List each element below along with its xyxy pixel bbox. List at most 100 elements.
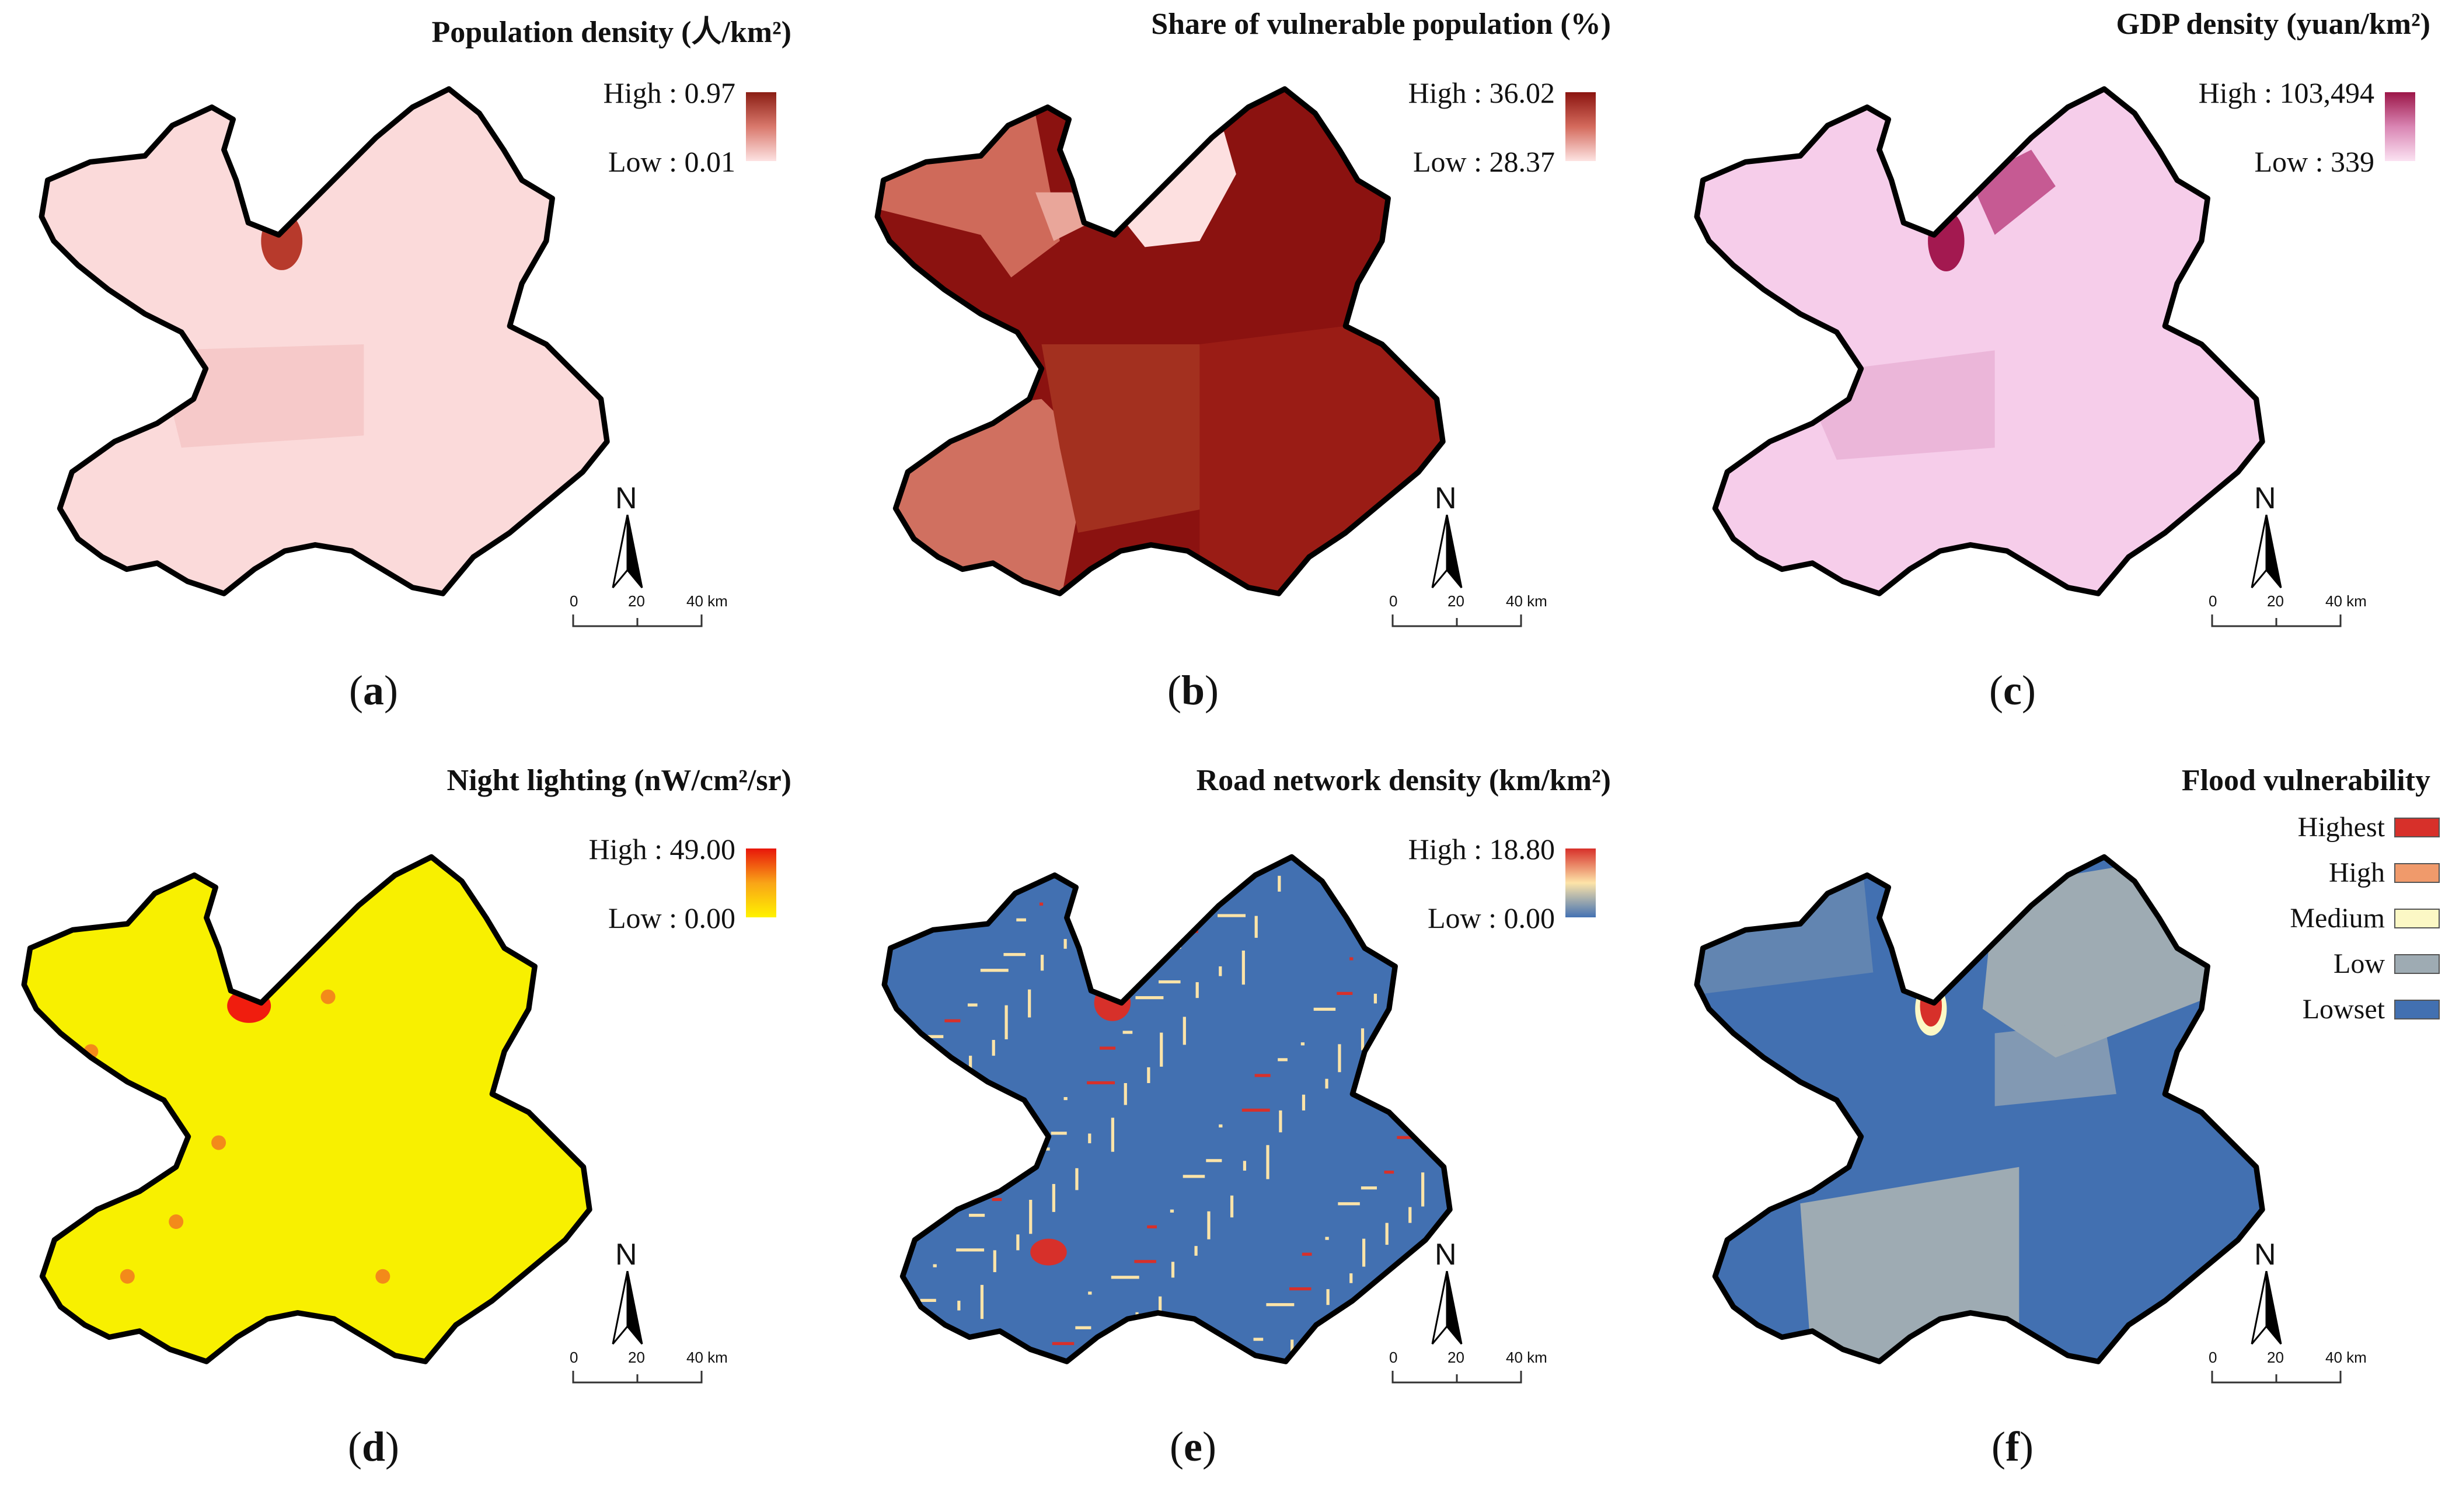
color-legend: High : 36.02 Low : 28.37 xyxy=(1380,76,1602,193)
scale-bar-line xyxy=(1391,614,1522,627)
scale-label: 20 xyxy=(1448,1349,1464,1366)
scale-bar-line xyxy=(2211,614,2342,627)
scale-label: 40 km xyxy=(2325,1349,2367,1366)
panel-title: Night lighting (nW/cm²/sr) xyxy=(447,764,791,797)
panel-letter: b xyxy=(1181,667,1205,714)
legend-low-label: Low : 0.01 xyxy=(608,145,735,178)
north-arrow-icon xyxy=(1431,515,1463,588)
scale-label: 40 km xyxy=(2325,592,2367,610)
map-panel-a: Population density (人/km²) High : 0.97 Low… xyxy=(0,0,819,756)
legend-swatch xyxy=(2394,999,2440,1019)
panel-label: (f) xyxy=(1991,1423,2034,1470)
legend-item: Medium xyxy=(2290,900,2440,934)
north-arrow: N xyxy=(2246,1238,2287,1346)
legend-low-label: Low : 28.37 xyxy=(1412,145,1555,178)
panel-letter: a xyxy=(363,667,384,714)
north-label: N xyxy=(1435,481,1457,515)
scale-label: 40 km xyxy=(686,592,728,610)
panel-title: Share of vulnerable population (%) xyxy=(1151,8,1611,41)
scale-bar-line xyxy=(572,614,703,627)
scale-label: 0 xyxy=(570,1349,578,1366)
legend-high-label: High : 103,494 xyxy=(2198,76,2374,109)
scale-bar-line xyxy=(1391,1371,1522,1384)
legend-swatch xyxy=(2394,954,2440,974)
panel-label: (e) xyxy=(1170,1423,1216,1470)
north-label: N xyxy=(615,481,637,515)
legend-swatch xyxy=(2394,817,2440,837)
scale-label: 40 km xyxy=(1506,592,1547,610)
legend-item-label: Highest xyxy=(2297,812,2385,843)
color-legend: High : 49.00 Low : 0.00 xyxy=(560,832,782,949)
scale-bar-line xyxy=(2211,1371,2342,1384)
panel-title: Flood vulnerability xyxy=(2181,764,2430,797)
north-label: N xyxy=(2254,1238,2276,1272)
scale-label: 20 xyxy=(628,592,645,610)
scale-label: 20 xyxy=(1448,592,1464,610)
scale-label: 20 xyxy=(2267,592,2284,610)
north-label: N xyxy=(1435,1238,1457,1272)
legend-swatch xyxy=(2394,908,2440,928)
legend-swatch xyxy=(2394,862,2440,883)
legend-high-label: High : 49.00 xyxy=(588,833,735,865)
scale-bar: 0 20 40 km xyxy=(566,1349,728,1389)
north-arrow: N xyxy=(607,481,648,589)
legend-high-label: High : 36.02 xyxy=(1408,76,1555,109)
panel-letter: c xyxy=(2003,667,2022,714)
scale-label: 40 km xyxy=(1506,1349,1547,1366)
scale-label: 40 km xyxy=(686,1349,728,1366)
legend-low-label: Low : 339 xyxy=(2254,145,2374,178)
legend-low-label: Low : 0.00 xyxy=(608,902,735,934)
legend-high-label: High : 18.80 xyxy=(1408,833,1555,865)
color-legend: High : 103,494 Low : 339 xyxy=(2199,76,2421,193)
scale-label: 0 xyxy=(570,592,578,610)
north-arrow: N xyxy=(2246,481,2287,589)
panel-letter: f xyxy=(2005,1423,2019,1470)
panel-title: Population density (人/km²) xyxy=(431,16,791,49)
north-arrow: N xyxy=(1426,1238,1467,1346)
region-map xyxy=(874,86,1446,596)
legend-color-ramp xyxy=(2385,92,2415,161)
panel-title: Road network density (km/km²) xyxy=(1196,764,1611,797)
north-arrow-icon xyxy=(2251,1271,2282,1345)
scale-label: 0 xyxy=(2209,592,2217,610)
scale-bar-line xyxy=(572,1371,703,1384)
panel-label: (c) xyxy=(1989,667,2036,714)
legend-low-label: Low : 0.00 xyxy=(1427,902,1555,934)
north-arrow-icon xyxy=(1431,1271,1463,1345)
legend-item: Highest xyxy=(2298,809,2440,843)
scale-bar: 0 20 40 km xyxy=(566,592,728,633)
region-map xyxy=(1694,86,2265,596)
legend-item: High xyxy=(2329,854,2440,889)
legend-color-ramp xyxy=(1565,92,1596,161)
color-legend: High : 0.97 Low : 0.01 xyxy=(560,76,782,193)
legend-item-label: High xyxy=(2329,857,2385,889)
north-label: N xyxy=(2254,481,2276,515)
legend-item-label: Low xyxy=(2334,948,2385,980)
panel-label: (d) xyxy=(347,1423,399,1470)
scale-label: 0 xyxy=(1389,1349,1398,1366)
map-panel-f: Flood vulnerability Highest High Medium Low L… xyxy=(1639,756,2458,1512)
map-panel-e: Road network density (km/km²) High : 18.8… xyxy=(819,756,1639,1512)
north-arrow-icon xyxy=(2251,515,2282,588)
legend-item-label: Lowset xyxy=(2302,994,2385,1025)
legend-item-label: Medium xyxy=(2290,903,2385,934)
north-arrow: N xyxy=(1426,481,1467,589)
scale-label: 0 xyxy=(2209,1349,2217,1366)
map-panel-d: Night lighting (nW/cm²/sr) High : 49.00 Lo… xyxy=(0,756,819,1512)
region-map xyxy=(21,854,592,1364)
panel-label: (a) xyxy=(349,667,398,714)
legend-item: Lowset xyxy=(2303,991,2440,1025)
legend-item: Low xyxy=(2334,945,2440,980)
panel-title: GDP density (yuan/km²) xyxy=(2116,8,2430,41)
north-arrow-icon xyxy=(612,515,643,588)
legend-high-label: High : 0.97 xyxy=(603,76,735,109)
panel-label: (b) xyxy=(1167,667,1219,714)
north-label: N xyxy=(615,1238,637,1272)
legend-color-ramp xyxy=(746,92,776,161)
scale-label: 20 xyxy=(2267,1349,2284,1366)
color-legend: High : 18.80 Low : 0.00 xyxy=(1380,832,1602,949)
scale-bar: 0 20 40 km xyxy=(2205,1349,2367,1389)
north-arrow-icon xyxy=(612,1271,643,1345)
region-map xyxy=(1694,854,2265,1364)
scale-label: 0 xyxy=(1389,592,1398,610)
